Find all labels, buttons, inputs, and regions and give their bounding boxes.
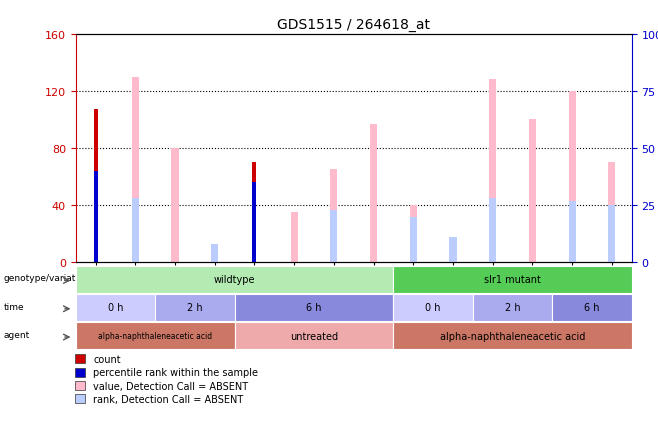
Bar (93, 171, 97, 263)
Text: genotype/variation: genotype/variation (4, 274, 90, 283)
Bar (93, 110, 97, 263)
Bar (608, 163, 615, 263)
Bar (171, 148, 178, 263)
Text: 0 h: 0 h (425, 303, 441, 312)
Text: 6 h: 6 h (306, 303, 322, 312)
Text: count: count (93, 354, 121, 364)
Text: 0 h: 0 h (108, 303, 123, 312)
Text: agent: agent (4, 330, 30, 339)
Bar (132, 199, 139, 263)
Text: value, Detection Call = ABSENT: value, Detection Call = ABSENT (93, 381, 248, 391)
Bar (253, 163, 257, 263)
Bar (410, 217, 417, 263)
Bar (569, 92, 576, 263)
Bar (132, 77, 139, 263)
Bar (75, 381, 85, 390)
Text: rank, Detection Call = ABSENT: rank, Detection Call = ABSENT (93, 394, 243, 404)
Text: 2 h: 2 h (187, 303, 203, 312)
Bar (75, 355, 85, 364)
Bar (75, 368, 85, 377)
Text: 6 h: 6 h (584, 303, 599, 312)
Bar (370, 125, 377, 263)
Bar (529, 120, 536, 263)
Title: GDS1515 / 264618_at: GDS1515 / 264618_at (277, 18, 430, 32)
Bar (330, 170, 338, 263)
Bar (291, 213, 297, 263)
Bar (608, 206, 615, 263)
Text: percentile rank within the sample: percentile rank within the sample (93, 367, 258, 377)
Text: untreated: untreated (290, 331, 338, 341)
Bar (75, 395, 85, 404)
Bar (489, 80, 496, 263)
Text: alpha-naphthaleneacetic acid: alpha-naphthaleneacetic acid (98, 332, 212, 340)
Bar (489, 199, 496, 263)
Text: wildtype: wildtype (214, 275, 255, 284)
Text: time: time (4, 302, 24, 311)
Bar (569, 201, 576, 263)
Bar (253, 183, 257, 263)
Text: 2 h: 2 h (505, 303, 520, 312)
Text: slr1 mutant: slr1 mutant (484, 275, 541, 284)
Bar (449, 237, 457, 263)
Bar (330, 210, 338, 263)
Bar (410, 206, 417, 263)
Bar (211, 244, 218, 263)
Text: alpha-naphthaleneacetic acid: alpha-naphthaleneacetic acid (440, 331, 585, 341)
